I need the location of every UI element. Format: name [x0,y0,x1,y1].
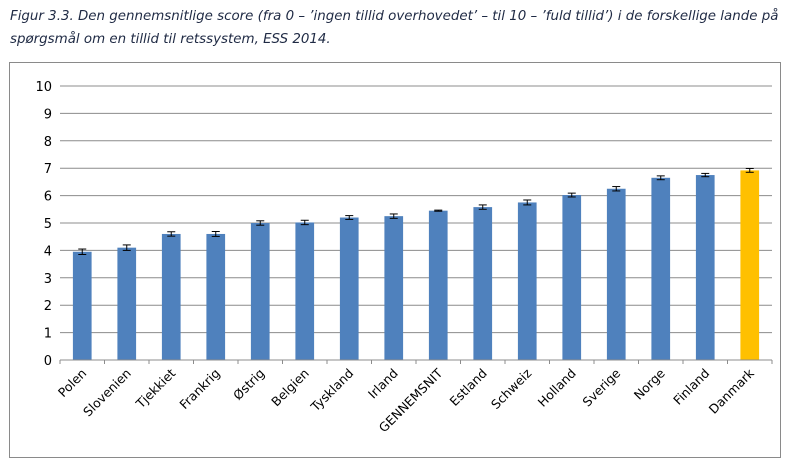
x-tick-label: Schweiz [488,365,535,412]
x-tick-label: Belgien [268,366,312,410]
bar [206,233,226,360]
y-tick-label: 9 [44,107,52,122]
bar [606,188,626,360]
bar [117,247,137,360]
x-tick-label: Holland [535,366,579,410]
bar [562,195,582,360]
bar [517,202,537,360]
bar [295,222,315,360]
bar [250,223,270,360]
y-tick-label: 2 [44,299,52,314]
bars [72,170,760,360]
bar [161,233,181,360]
figure-caption: Figur 3.3. Den gennemsnitlige score (fra… [10,9,779,47]
x-tick-label: Tyskland [307,366,356,415]
y-tick-label: 8 [44,135,52,150]
x-tick-label: Polen [55,366,90,401]
y-tick-label: 5 [44,217,52,232]
bar [695,175,715,360]
bar [339,217,359,360]
x-tick-label: Østrig [230,366,267,403]
x-tick-label: Finland [670,366,712,408]
x-tick-label: Norge [631,365,668,402]
bar [384,216,404,360]
chart-frame: 0 1 2 3 4 5 6 7 8 9 10 Polen Slovenien Tjekkiet Frank… [9,62,781,458]
x-tick-label: Estland [447,366,490,409]
x-tick-label: Irland [365,366,401,402]
y-tick-label: 10 [35,80,52,95]
bar [428,210,448,360]
y-tick-label: 1 [44,327,52,342]
y-tick-label: 7 [44,162,52,177]
x-tick-label: Frankrig [176,366,223,413]
y-tick-label: 4 [44,244,52,259]
bar [651,177,671,360]
bar [473,207,493,360]
bar [740,170,760,360]
x-tick-label: Slovenien [80,366,134,420]
y-tick-label: 6 [44,190,52,205]
y-axis-ticks: 0 1 2 3 4 5 6 7 8 9 10 [35,80,52,369]
x-tick-label: Tjekkiet [132,365,178,411]
x-axis [59,359,773,364]
y-tick-label: 3 [44,272,52,287]
bar [72,251,92,360]
x-tick-label: Sverige [579,365,623,409]
x-tick-label: Danmark [706,365,758,417]
y-tick-label: 0 [44,354,52,369]
error-bars [78,167,754,256]
